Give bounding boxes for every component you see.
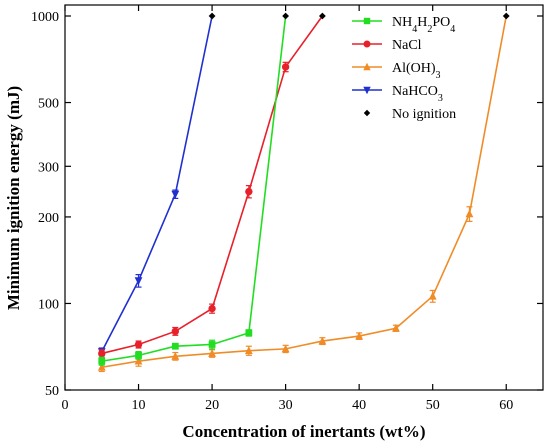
x-tick-label: 30 [279,398,293,413]
data-point [97,362,106,371]
legend-label: NH4H2PO4 [392,15,455,35]
data-point [244,346,253,355]
data-point [98,349,106,358]
data-point [318,12,326,20]
data-point [208,12,216,20]
data-point [98,357,106,365]
data-point [465,209,474,218]
legend-item: Al(OH)3 [352,61,441,81]
x-tick-label: 10 [132,398,146,413]
data-point [281,63,290,71]
x-tick-label: 0 [62,398,69,413]
legend-label: No ignition [392,107,456,122]
legend-item: NaCl [352,38,422,53]
legend-swatch-marker [363,62,371,71]
y-tick-label: 300 [38,160,59,175]
series-nh4h2po4 [98,15,287,366]
y-tick-label: 100 [38,297,59,312]
legend-swatch-marker [363,109,371,117]
series-line [101,15,508,369]
data-point [208,341,216,348]
series-nahco3 [97,15,213,357]
x-tick-label: 20 [205,398,219,413]
x-axis-title: Concentration of inertants (wt%) [182,422,425,441]
plot-frame [64,4,544,391]
series-al-oh-3 [97,15,508,373]
axes-layer: 0 10 20 30 40 50 60 50 100 200 300 500 1000 [31,5,543,413]
data-point [134,277,143,286]
series-line [101,15,287,362]
data-point [502,12,510,20]
data-point [134,356,143,365]
data-point [245,187,253,196]
legend-label: NaHCO3 [392,84,443,104]
data-point [135,351,142,359]
data-point [208,304,216,313]
data-point [355,331,364,340]
data-point [392,323,400,332]
x-tick-label: 50 [426,398,440,413]
y-axis-title: Minimum ignition energy (mJ) [4,86,23,310]
legend: NH4H2PO4 NaCl Al(OH)3 NaHCO3 No ignition [352,15,456,122]
legend-label: NaCl [392,38,422,53]
series-line [101,15,213,352]
data-point [171,327,180,336]
legend-item: No ignition [363,107,456,122]
x-tick-label: 60 [499,398,513,413]
y-tick-label: 1000 [31,10,59,25]
legend-item: NH4H2PO4 [352,15,455,35]
data-point [318,336,327,345]
data-point [208,349,216,357]
data-point [134,340,143,349]
legend-label: Al(OH)3 [392,61,441,81]
data-point [171,351,180,360]
legend-swatch-marker [363,86,371,95]
series-no-ignition [208,12,510,20]
y-tick-label: 50 [45,384,59,399]
data-point [171,190,180,199]
legend-swatch-marker [363,40,371,48]
legend-item: NaHCO3 [352,84,443,104]
data-point [282,12,290,20]
legend-swatch-marker [363,17,371,25]
data-point [171,342,179,350]
series-layer [97,12,510,373]
x-tick-label: 40 [352,398,366,413]
series-nacl [98,15,324,358]
data-point [428,291,437,300]
data-point [245,329,253,337]
y-tick-label: 200 [38,211,59,226]
data-point [281,344,290,353]
y-tick-label: 500 [38,97,59,112]
